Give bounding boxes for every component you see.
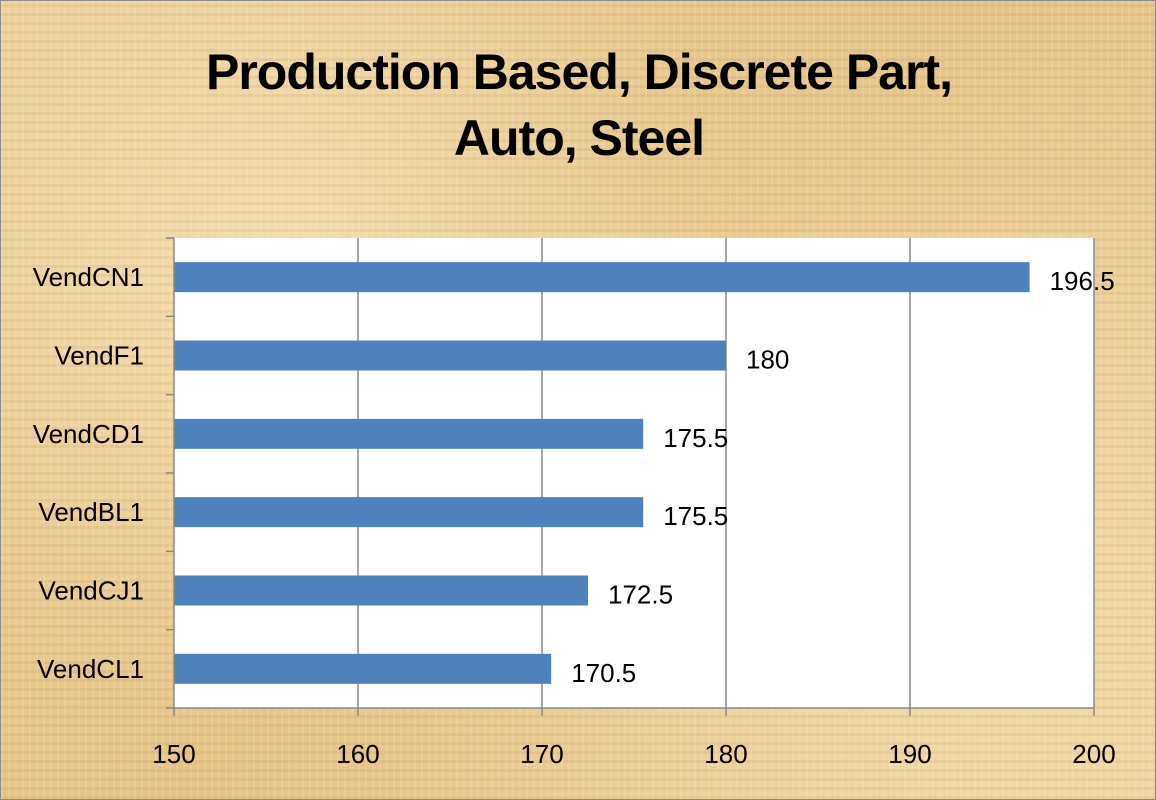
data-label: 172.5: [608, 580, 673, 610]
category-label: VendCJ1: [38, 576, 144, 606]
chart-title-line-2: Auto, Steel: [453, 110, 705, 166]
category-label: VendCD1: [33, 419, 144, 449]
x-tick-label: 160: [336, 739, 379, 769]
gridlines: [357, 238, 1095, 708]
category-label: VendCN1: [33, 262, 144, 292]
data-label: 175.5: [663, 501, 728, 531]
x-tick-label: 180: [704, 739, 747, 769]
bar-VendCL1: [174, 653, 552, 684]
data-label: 180: [746, 345, 789, 375]
category-label: VendF1: [54, 341, 144, 371]
data-label: 196.5: [1050, 266, 1115, 296]
category-label: VendCL1: [37, 654, 144, 684]
chart-title: Production Based, Discrete Part, Auto, S…: [1, 39, 1155, 171]
bar-VendCN1: [174, 262, 1030, 293]
x-tick-label: 190: [888, 739, 931, 769]
bar-VendCJ1: [174, 575, 588, 606]
plot-area: [174, 238, 1094, 708]
data-label: 170.5: [571, 658, 636, 688]
bars: [174, 262, 1030, 684]
bar-VendCD1: [174, 418, 644, 449]
axes: [166, 237, 1095, 716]
labels: 150 160 170 180 190 200 VendCN1 196.5 VendF1 180 V…: [33, 262, 1116, 769]
x-tick-label: 200: [1072, 739, 1115, 769]
chart-title-line-1: Production Based, Discrete Part,: [205, 44, 953, 100]
bar-VendBL1: [174, 497, 644, 528]
x-tick-label: 150: [152, 739, 195, 769]
data-label: 175.5: [663, 423, 728, 453]
category-label: VendBL1: [38, 497, 144, 527]
x-tick-label: 170: [520, 739, 563, 769]
bar-VendF1: [174, 340, 726, 371]
